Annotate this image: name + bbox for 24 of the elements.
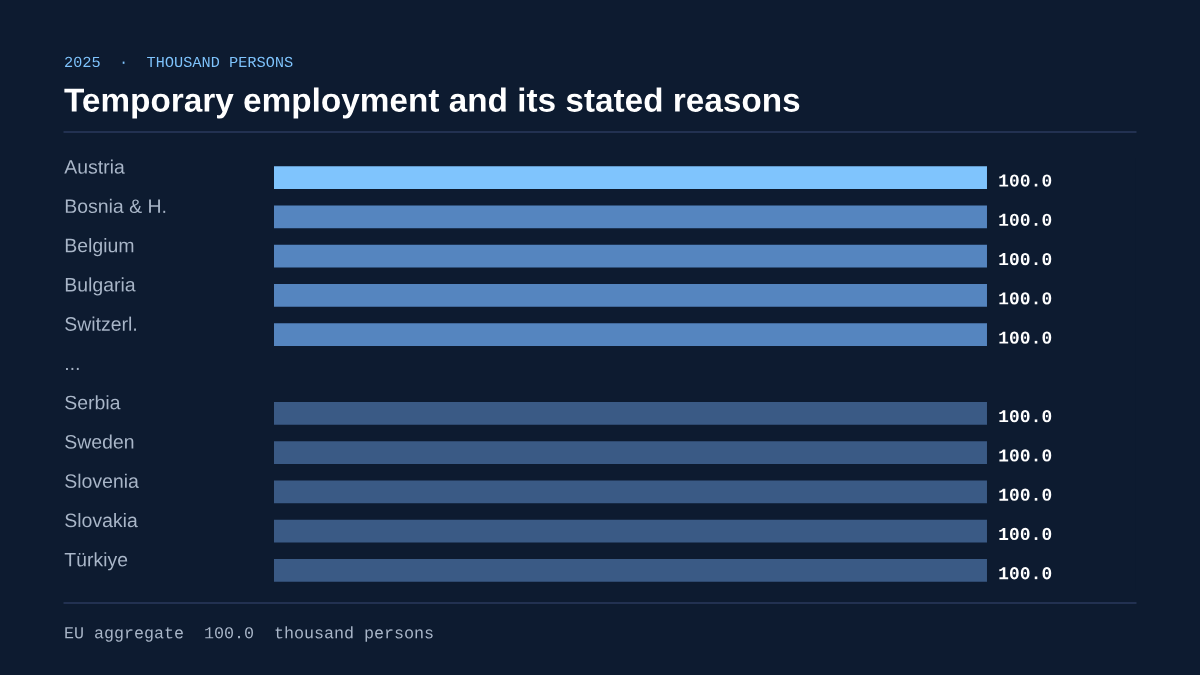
data-label: 100.0 bbox=[999, 292, 1052, 305]
chart-title: Temporary employment and its stated reasons bbox=[64, 87, 800, 119]
y-tick-label: Bulgaria bbox=[65, 277, 136, 296]
text: EU aggregate 100.0 thousand persons bbox=[65, 626, 433, 642]
y-tick-label: Bosnia & H. bbox=[65, 198, 166, 214]
y-tick-label: Sweden bbox=[65, 434, 134, 449]
data-label: 100.0 bbox=[999, 488, 1052, 501]
y-tick-label: ... bbox=[66, 367, 79, 370]
y-tick-label: Switzerl. bbox=[65, 316, 136, 331]
data-label: 100.0 bbox=[999, 174, 1052, 187]
data-label: 100.0 bbox=[999, 410, 1052, 423]
data-label: 100.0 bbox=[999, 252, 1052, 266]
chart-subtitle: 2025 · THOUSAND PERSONS bbox=[65, 56, 293, 68]
data-label: 100.0 bbox=[999, 449, 1052, 462]
data-label: 100.0 bbox=[999, 527, 1052, 541]
y-tick-label: Slovakia bbox=[65, 512, 138, 528]
y-tick-label: Türkiye bbox=[64, 552, 128, 571]
y-tick-label: Belgium bbox=[65, 238, 134, 257]
y-tick-label: Austria bbox=[64, 159, 125, 174]
data-label: 100.0 bbox=[999, 213, 1052, 226]
y-tick-label: Slovenia bbox=[65, 473, 139, 488]
y-tick-label: Serbia bbox=[65, 395, 121, 410]
data-label: 100.0 bbox=[999, 567, 1052, 580]
data-label: 100.0 bbox=[999, 331, 1052, 344]
